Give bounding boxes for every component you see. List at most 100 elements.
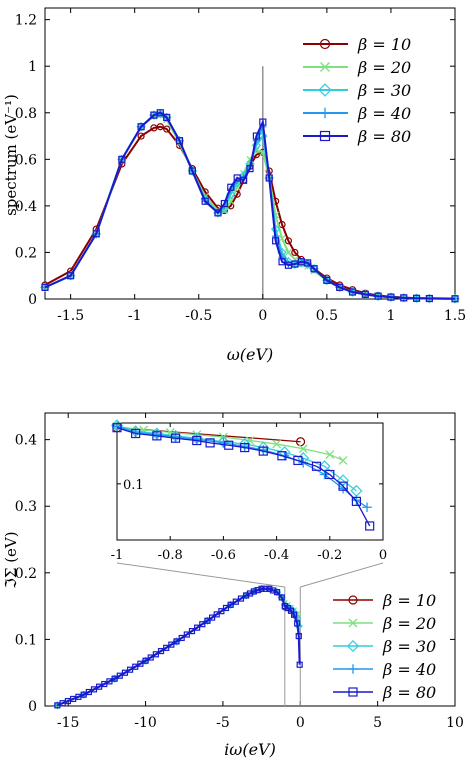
- top-series-point-4-shape: [41, 283, 49, 291]
- top-series-line-4: [44, 111, 456, 300]
- top-series-point-4: [137, 123, 145, 131]
- top-series-point-0-shape: [291, 248, 299, 257]
- bottom-series-point-4-shape: [237, 595, 245, 602]
- top-series-point-4: [265, 174, 273, 182]
- top-y-tick-label: 1: [28, 59, 37, 75]
- top-legend-marker: [318, 83, 332, 97]
- bottom-series-point-4-shape: [295, 632, 302, 640]
- top-series-point-4: [348, 288, 357, 296]
- top-legend-label: β = 10: [357, 35, 411, 54]
- bottom-series-point-4-shape: [222, 604, 230, 612]
- bottom-series-line-2: [57, 587, 300, 707]
- top-series-point-4: [304, 259, 312, 267]
- bottom-series-line-3: [57, 587, 301, 707]
- top-series-point-4-shape: [137, 123, 145, 131]
- top-series-point-0: [163, 125, 171, 133]
- top-series-point-4: [412, 294, 421, 302]
- top-series-point-4: [227, 183, 235, 191]
- top-series-point-4: [163, 113, 171, 122]
- bottom-series-point-4-shape: [273, 589, 281, 596]
- top-series-point-4: [374, 292, 382, 300]
- inset-series-point-1-shape: [325, 450, 335, 460]
- top-series-point-4-shape: [220, 199, 228, 208]
- top-series-point-1: [284, 248, 292, 256]
- bottom-series-point-4-shape: [199, 621, 206, 628]
- bottom-series-point-4: [227, 601, 234, 608]
- top-legend-label: β = 20: [357, 58, 411, 77]
- top-series-point-0: [284, 237, 293, 245]
- bottom-series-point-4-shape: [258, 585, 265, 592]
- top-series-point-4-shape: [336, 283, 344, 291]
- top-series-point-4: [220, 199, 228, 208]
- bottom-series-line-1: [57, 587, 299, 707]
- bottom-series-point-4-shape: [173, 638, 180, 645]
- bottom-legend-marker: [346, 639, 360, 653]
- bottom-legend-marker: [348, 664, 358, 674]
- bottom-series-point-4: [183, 631, 190, 638]
- top-legend-marker: [319, 107, 331, 119]
- top-legend-marker: [319, 38, 331, 50]
- bottom-series-point-4: [204, 617, 211, 624]
- top-y-tick-label: 0: [28, 292, 37, 308]
- bottom-series-point-4: [266, 585, 273, 592]
- bottom-series-point-4-shape: [294, 620, 301, 627]
- bottom-series-point-4: [218, 608, 225, 615]
- top-series-point-0: [156, 123, 164, 131]
- bottom-y-tick-label: 0.2: [15, 566, 37, 582]
- top-series-point-2-shape: [251, 140, 262, 151]
- top-series-point-4-shape: [252, 132, 261, 140]
- top-series-point-4: [451, 295, 459, 303]
- bottom-series-point-4-shape: [266, 585, 273, 592]
- inset-series-point-4-shape: [170, 433, 181, 443]
- bottom-x-axis-label: iω(eV): [224, 740, 276, 759]
- bottom-x-tick-label: -10: [134, 715, 157, 731]
- inset-series-point-4: [365, 521, 375, 531]
- inset-series-point-4-shape: [224, 440, 234, 450]
- bottom-series-point-4: [254, 587, 261, 594]
- bottom-series-point-4: [168, 641, 175, 648]
- bottom-series-line-4: [57, 587, 301, 707]
- top-series-point-4: [246, 165, 254, 173]
- bottom-y-axis-label: ℑΣ (eV): [2, 531, 20, 588]
- top-y-tick-label: 0.2: [15, 245, 37, 261]
- top-series-point-4-shape: [67, 272, 75, 280]
- bottom-series-point-4-shape: [246, 590, 254, 597]
- top-series-point-4: [67, 272, 75, 280]
- inset-series-point-4: [311, 461, 322, 471]
- top-series-point-4: [41, 283, 49, 291]
- top-x-tick-label: -1.5: [57, 308, 84, 324]
- inset-x-tick-label: -0.8: [158, 548, 183, 563]
- bottom-series-point-4: [213, 611, 220, 618]
- inset-series-point-4: [152, 431, 162, 441]
- top-y-tick-label: 0.6: [15, 152, 37, 168]
- bottom-legend-label: β = 10: [382, 591, 436, 610]
- top-legend-label: β = 80: [357, 127, 411, 146]
- bottom-series-point-4: [258, 585, 265, 592]
- top-series-point-4: [387, 293, 395, 301]
- bottom-legend-label: β = 80: [382, 683, 436, 702]
- bottom-series-point-4: [188, 627, 196, 635]
- inset-series-point-4: [240, 442, 250, 453]
- top-series-point-0-shape: [284, 237, 293, 245]
- inset-series-point-3-shape: [362, 502, 372, 513]
- bottom-series-point-4: [246, 590, 254, 597]
- bottom-series-point-4-shape: [296, 661, 303, 668]
- bottom-series-point-4-shape: [278, 594, 285, 601]
- bottom-series-point-4-shape: [194, 624, 201, 631]
- bottom-legend-marker-shape: [348, 595, 358, 605]
- bottom-series-point-4: [137, 660, 144, 667]
- bottom-series-point-4-shape: [213, 611, 220, 618]
- top-series-point-4: [175, 137, 184, 145]
- bottom-legend-label: β = 40: [382, 660, 436, 679]
- inset-series-point-4-shape: [338, 481, 348, 491]
- bottom-series-point-4-shape: [178, 634, 185, 642]
- inset-x-tick-label: -1: [111, 548, 124, 563]
- inset-series-point-4: [351, 496, 361, 506]
- bottom-series-point-4-shape: [106, 678, 113, 685]
- inset-series-point-4: [258, 446, 268, 456]
- inset-series-point-1: [272, 439, 282, 449]
- inset-series-point-1: [298, 444, 308, 454]
- top-series-point-4: [252, 132, 261, 140]
- top-y-tick-label: 0.8: [15, 106, 37, 122]
- top-series-point-4-shape: [246, 165, 254, 173]
